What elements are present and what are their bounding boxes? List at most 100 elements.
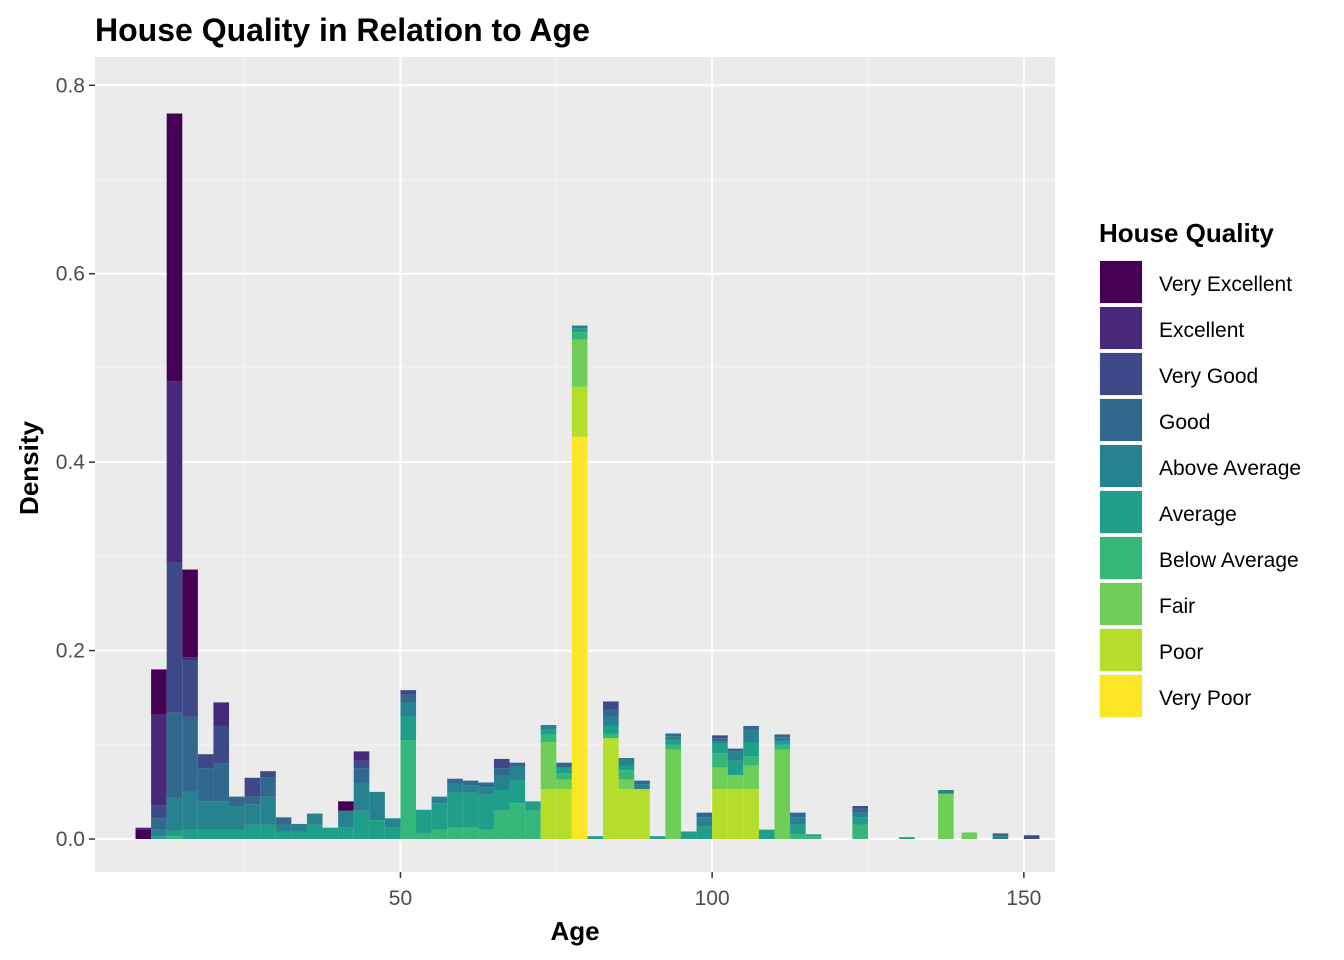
histogram-bar-segment (275, 831, 292, 840)
legend-label: Below Average (1159, 549, 1299, 572)
legend-swatch (1100, 353, 1142, 395)
histogram-bar-segment (384, 818, 401, 828)
histogram-bar-segment (556, 789, 572, 840)
histogram-bar-segment (182, 791, 198, 830)
histogram-bar-segment (571, 386, 588, 437)
histogram-bar-segment (416, 833, 432, 840)
histogram-bar-segment (353, 751, 370, 761)
histogram-bar-segment (712, 743, 728, 754)
legend-label: Very Poor (1159, 687, 1251, 710)
histogram-bar-segment (774, 749, 791, 840)
histogram-bar-segment (353, 768, 370, 783)
histogram-bar-segment (244, 804, 261, 825)
histogram-bar-segment (680, 831, 697, 840)
histogram-bar-segment (244, 796, 261, 805)
histogram-bar-segment (774, 741, 791, 745)
histogram-bar-segment (540, 741, 557, 790)
histogram-bar-segment (182, 657, 198, 661)
legend-label: Excellent (1159, 319, 1244, 342)
histogram-bar-segment (291, 823, 307, 832)
histogram-bar-segment (229, 829, 245, 840)
histogram-bar-segment (696, 812, 713, 818)
histogram-bar-segment (431, 829, 448, 840)
legend-label: Average (1159, 503, 1237, 526)
histogram-bar-segment (571, 332, 588, 340)
histogram-bar-segment (712, 789, 728, 840)
histogram-bar-segment (992, 833, 1009, 837)
histogram-bar-segment (493, 768, 510, 776)
histogram-bar-segment (338, 810, 354, 828)
histogram-bar-segment (151, 836, 167, 840)
histogram-bar-segment (556, 773, 572, 780)
histogram-bar-segment (774, 734, 791, 738)
histogram-bar-segment (743, 741, 759, 757)
histogram-bar-segment (618, 770, 635, 780)
y-tick-label: 0.0 (56, 828, 85, 851)
histogram-bar-segment (961, 832, 978, 840)
histogram-bar-segment (493, 758, 510, 769)
histogram-bar-segment (790, 817, 806, 825)
histogram-bar-segment (743, 789, 759, 840)
histogram-bar-segment (743, 730, 759, 742)
histogram-bar-segment (462, 792, 479, 828)
histogram-bar-segment (634, 780, 650, 785)
histogram-bar-segment (790, 812, 806, 818)
histogram-bar-segment (556, 779, 572, 790)
histogram-bar-segment (462, 785, 479, 793)
histogram-bar-segment (571, 328, 588, 333)
histogram-bar-segment (400, 694, 417, 703)
histogram-bar-segment (400, 740, 417, 840)
histogram-bar-segment (525, 801, 541, 811)
legend-swatch (1100, 261, 1142, 303)
histogram-bar-segment (743, 725, 759, 731)
y-tick-label: 0.2 (56, 640, 85, 663)
legend-label: Above Average (1159, 457, 1301, 480)
histogram-bar-segment (151, 805, 167, 819)
legend-label: Very Good (1159, 365, 1258, 388)
histogram-bar-segment (665, 733, 681, 737)
histogram-bar-segment (197, 768, 214, 802)
histogram-bar-segment (213, 725, 230, 764)
legend-swatch (1100, 537, 1142, 579)
legend-label: Very Excellent (1159, 273, 1292, 296)
histogram-bar-segment (275, 817, 292, 825)
y-tick-label: 0.6 (56, 263, 85, 286)
x-axis: 50 100 150 (389, 872, 1041, 910)
histogram-bar-segment (447, 778, 463, 784)
histogram-bar-segment (758, 829, 775, 840)
legend-swatch (1100, 445, 1142, 487)
histogram-bar-segment (213, 702, 230, 726)
histogram-bar-segment (213, 801, 230, 830)
histogram-bar-segment (197, 801, 214, 830)
histogram-bar-segment (525, 810, 541, 840)
histogram-bar-segment (712, 753, 728, 768)
histogram-bar-segment (587, 836, 604, 840)
histogram-bar-segment (478, 794, 494, 830)
histogram-bar-segment (166, 830, 183, 837)
histogram-bar-segment (899, 837, 915, 840)
histogram-bar-segment (431, 803, 448, 830)
histogram-bar-segment (260, 777, 276, 797)
histogram-bar-segment (540, 789, 557, 840)
histogram-bar-segment (634, 789, 650, 840)
legend-swatch (1100, 399, 1142, 441)
histogram-bar-segment (416, 809, 432, 834)
histogram-bar-segment (447, 827, 463, 840)
legend-swatch (1100, 675, 1142, 717)
histogram-bar-segment (213, 763, 230, 802)
histogram-bar-segment (166, 562, 183, 713)
legend-swatch (1100, 629, 1142, 671)
histogram-bar-segment (665, 744, 681, 750)
y-axis-title: Density (14, 421, 44, 515)
histogram-bar-segment (182, 716, 198, 792)
legend-swatch (1100, 491, 1142, 533)
histogram-bar-segment (182, 660, 198, 717)
histogram-bar-segment (478, 787, 494, 795)
histogram-bar-segment (260, 824, 276, 840)
histogram-bar-segment (540, 729, 557, 735)
histogram-bar-segment (260, 796, 276, 825)
histogram-bar-segment (306, 824, 323, 840)
histogram-bar-segment (478, 782, 494, 788)
histogram-bar-segment (213, 829, 230, 840)
histogram-bar-segment (805, 836, 822, 840)
